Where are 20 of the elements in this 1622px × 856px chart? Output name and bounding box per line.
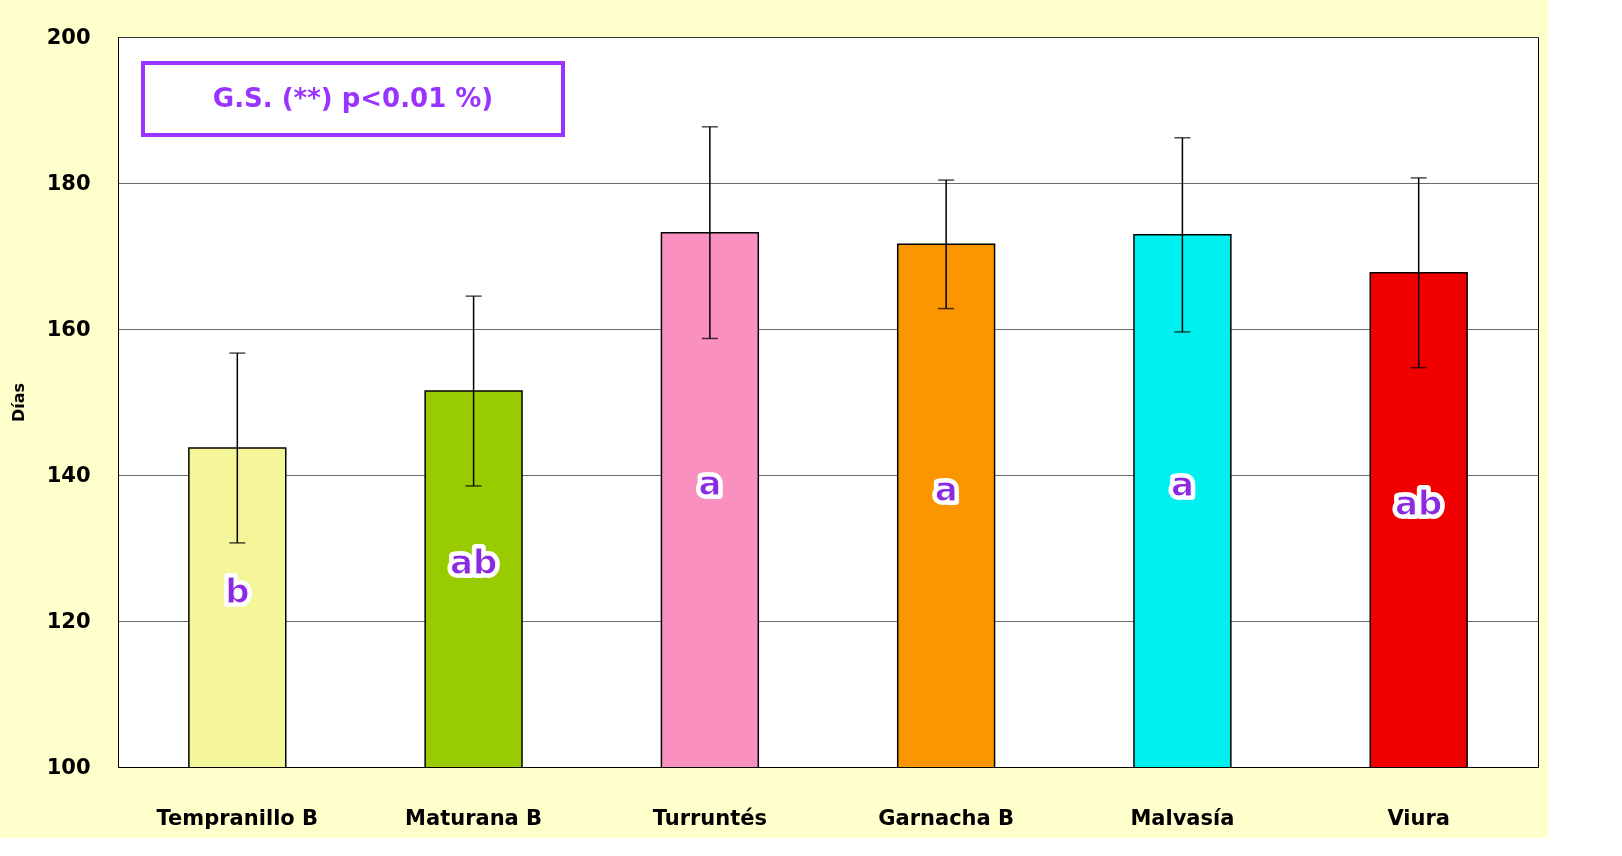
annotation: b [225,570,250,611]
annotation: ab [449,542,498,583]
annotation: a [934,469,958,510]
x-tick-label: Viura [1387,805,1450,830]
y-tick-label: 100 [46,754,91,779]
annotation: a [1170,464,1194,505]
x-tick-label: Turruntés [652,805,768,830]
annotation: G.S. (**) p<0.01 %) [212,83,494,113]
x-tick-label: Tempranillo B [156,805,319,830]
x-tick-label: Garnacha B [878,805,1015,830]
y-tick-label: 180 [46,170,91,195]
y-tick-label: 140 [46,462,91,487]
x-tick-label: Maturana B [405,805,543,830]
y-tick-label: 200 [46,24,91,49]
annotation: a [698,463,722,504]
y-tick-label: 160 [46,316,91,341]
x-tick-label: Malvasía [1130,805,1235,830]
y-tick-label: 120 [46,608,91,633]
annotation: ab [1395,483,1443,524]
y-axis-title: Días [8,382,28,423]
